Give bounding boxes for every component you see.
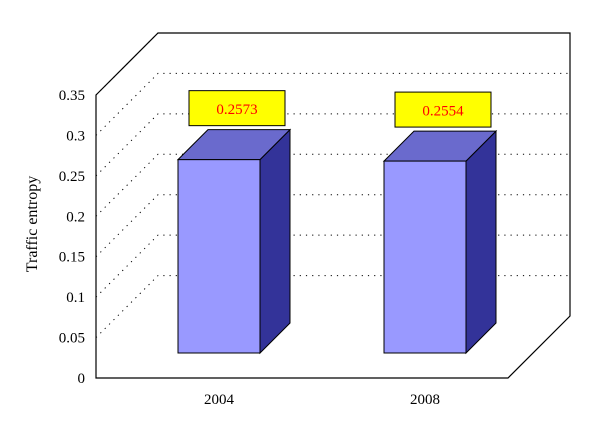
data-label-box [394, 91, 492, 128]
grid-line [95, 153, 570, 217]
bar-side [259, 128, 291, 355]
bar-front [383, 160, 467, 354]
bar-2008: 0.2554 [382, 91, 498, 355]
y-tick-label: 0.05 [59, 331, 85, 347]
bars: 0.2573 0.2554 [176, 90, 498, 355]
x-tick-label: 2004 [204, 392, 235, 408]
grid-line [95, 194, 570, 258]
grid-lines [95, 32, 570, 338]
bar-front [177, 159, 261, 354]
x-tick-label: 2008 [410, 392, 440, 408]
y-tick-label: 0.3 [66, 128, 85, 144]
y-tick-label: 0.2 [66, 209, 85, 225]
grid-line [95, 32, 570, 96]
bar-2004: 0.2573 [176, 90, 292, 355]
data-label-box [188, 90, 286, 127]
grid-line [95, 113, 570, 177]
data-label: 0.2554 [422, 104, 464, 120]
y-tick-label: 0.1 [66, 290, 85, 306]
y-tick-label: 0 [78, 371, 86, 387]
x-axis-ticks: 2004 2008 [204, 392, 440, 408]
y-axis-ticks: 0 0.05 0.1 0.15 0.2 0.25 0.3 0.35 [59, 88, 85, 387]
y-tick-label: 0.35 [59, 88, 85, 104]
bar-side [465, 129, 497, 355]
grid-line [95, 72, 570, 136]
chart-frame [95, 32, 571, 379]
y-tick-label: 0.15 [59, 250, 85, 266]
grid-line [95, 234, 570, 298]
y-tick-label: 0.25 [59, 169, 85, 185]
y-axis-title: Traffic entropy [24, 176, 41, 272]
frame-outline [95, 32, 571, 379]
data-label: 0.2573 [216, 102, 257, 118]
grid-line [95, 275, 570, 338]
